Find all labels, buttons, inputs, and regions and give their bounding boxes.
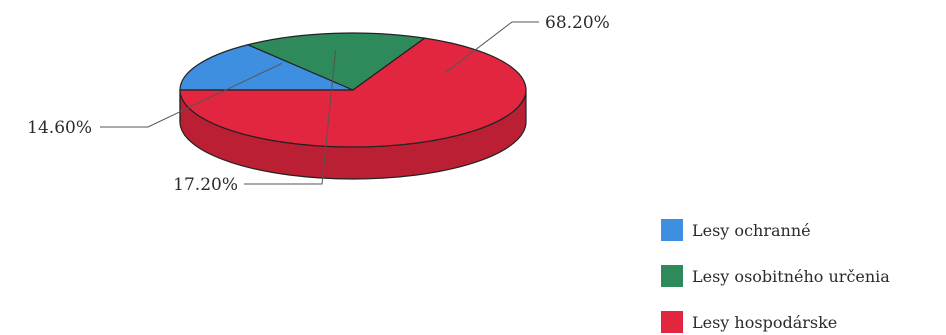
legend-swatch-1 [661,219,683,241]
legend-label-2: Lesy osobitného určenia [692,267,890,286]
pie-slice-2 [247,32,426,91]
pie-slice-1 [179,44,354,91]
leader-line-1 [100,62,283,128]
legend-item-2: Lesy osobitného určenia [661,265,890,287]
leader-line-2 [244,49,337,185]
data-label-1: 14.60% [27,118,92,138]
legend: Lesy ochranné Lesy osobitného určenia Lesy… [661,219,890,333]
slices-layer [179,32,527,180]
data-labels: 14.60% 17.20% 68.20% [27,13,610,195]
legend-label-3: Lesy hospodárske [692,313,837,332]
leader-lines [100,21,539,185]
legend-label-1: Lesy ochranné [692,221,811,240]
legend-item-1: Lesy ochranné [661,219,811,241]
leader-line-3 [445,21,539,73]
data-label-3: 68.20% [545,13,610,33]
legend-swatch-3 [661,311,683,333]
data-label-2: 17.20% [173,175,238,195]
legend-swatch-2 [661,265,683,287]
legend-item-3: Lesy hospodárske [661,311,837,333]
pie-slice-3 [179,37,527,148]
